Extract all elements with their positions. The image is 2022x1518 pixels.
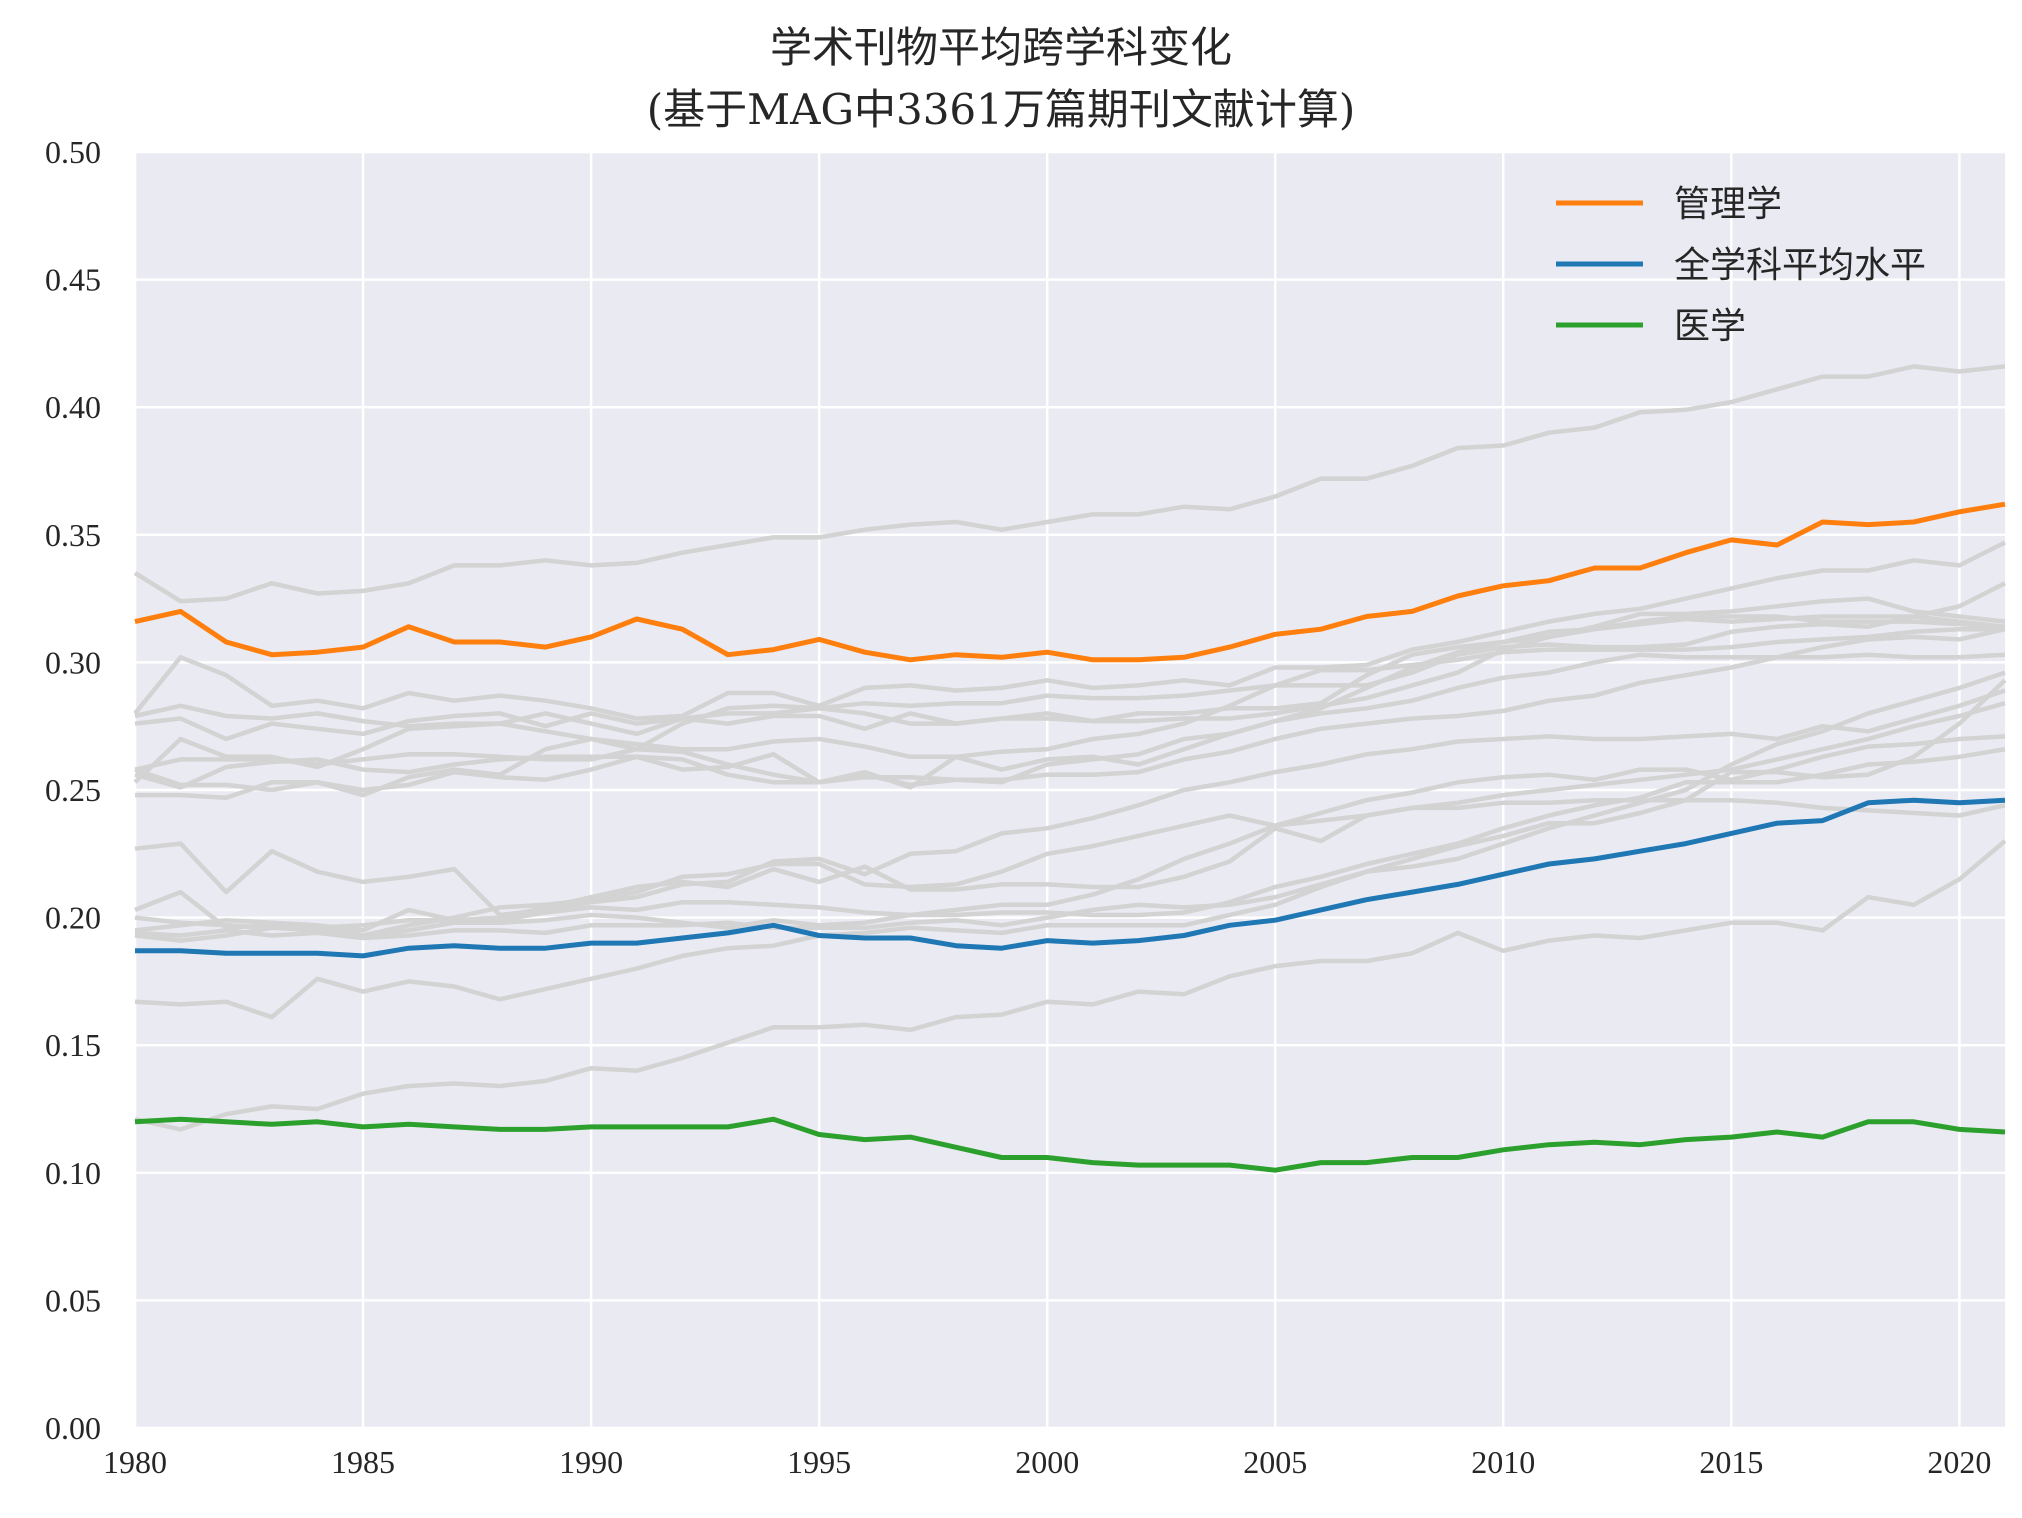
- y-tick-label: 0.05: [45, 1282, 101, 1318]
- y-tick-label: 0.35: [45, 517, 101, 553]
- series-line: [135, 797, 2006, 959]
- x-axis-ticks: 1980 1985 1990 1995 2000 2005 2010 2015 2020: [103, 1444, 1991, 1480]
- chart-title: 学术刊物平均跨学科变化: [770, 23, 1232, 72]
- background-series-line: [134, 670, 2006, 941]
- y-tick-label: 0.25: [45, 772, 101, 808]
- background-series-line: [133, 652, 2006, 788]
- y-tick-label: 0.45: [45, 262, 101, 298]
- series-line: [134, 501, 2006, 663]
- background-series-group: [133, 364, 2007, 1132]
- y-tick-label: 0.15: [45, 1027, 101, 1063]
- y-tick-label: 0.20: [45, 900, 101, 936]
- background-series-line: [134, 614, 2006, 790]
- highlighted-series-group: [134, 501, 2006, 1173]
- legend-label: 全学科平均水平: [1674, 245, 1926, 286]
- x-tick-label: 2020: [1927, 1444, 1991, 1480]
- background-series-line: [134, 688, 2006, 918]
- background-series-line: [134, 678, 2007, 1020]
- chart-subtitle: (基于MAG中3361万篇期刊文献计算): [647, 85, 1356, 134]
- background-series-line: [134, 596, 2006, 737]
- x-tick-label: 2000: [1015, 1444, 1079, 1480]
- background-series-line: [134, 614, 2006, 772]
- background-series-line: [134, 581, 2007, 742]
- background-series-line: [134, 839, 2007, 1132]
- background-series-line: [134, 734, 2006, 938]
- x-tick-label: 2010: [1471, 1444, 1535, 1480]
- y-axis-ticks: 0.00 0.05 0.10 0.15 0.20 0.25 0.30 0.35 0.40 0.45…: [45, 134, 101, 1446]
- legend-label: 医学: [1674, 306, 1746, 347]
- legend-label: 管理学: [1674, 184, 1782, 225]
- x-tick-label: 1995: [787, 1444, 851, 1480]
- grid-lines: [133, 150, 2005, 1430]
- background-series-line: [134, 626, 2005, 798]
- x-tick-label: 1980: [103, 1444, 167, 1480]
- y-tick-label: 0.50: [45, 134, 101, 170]
- x-tick-label: 2005: [1243, 1444, 1307, 1480]
- background-series-line: [135, 627, 2006, 800]
- x-tick-label: 2015: [1699, 1444, 1763, 1480]
- series-line: [134, 1116, 2006, 1173]
- x-tick-label: 1990: [559, 1444, 623, 1480]
- y-tick-label: 0.00: [45, 1410, 101, 1446]
- y-tick-label: 0.30: [45, 644, 101, 680]
- background-series-line: [133, 540, 2007, 721]
- background-series-line: [133, 364, 2006, 604]
- x-tick-label: 1985: [331, 1444, 395, 1480]
- y-tick-label: 0.40: [45, 389, 101, 425]
- y-tick-label: 0.10: [45, 1155, 101, 1191]
